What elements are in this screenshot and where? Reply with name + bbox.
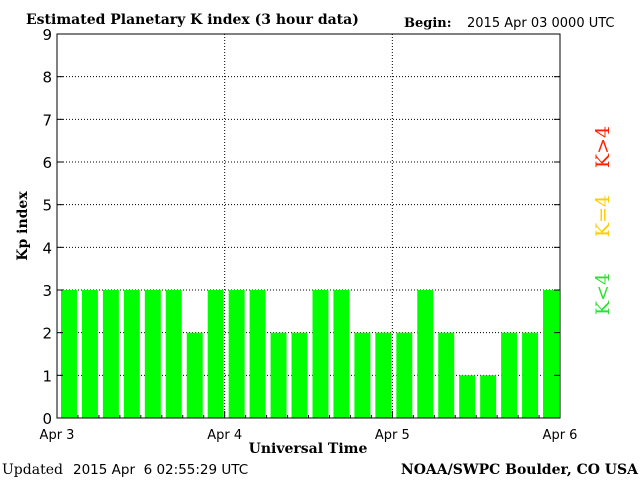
kp-bar xyxy=(144,290,161,418)
kp-bar xyxy=(459,375,476,418)
kp-bar xyxy=(207,290,224,418)
legend-entry: K<4 xyxy=(592,273,614,315)
kp-bar xyxy=(396,332,413,418)
kp-bar xyxy=(270,332,287,418)
kp-bar xyxy=(522,332,539,418)
kp-bar xyxy=(312,290,329,418)
kp-bar xyxy=(102,290,119,418)
x-tick-label: Apr 3 xyxy=(40,428,75,443)
legend: K<4 K=4 K>4 xyxy=(592,126,614,315)
y-axis-label: Kp index xyxy=(15,191,31,261)
kp-bar xyxy=(480,375,497,418)
y-tick-label: 0 xyxy=(42,410,52,428)
begin-value: 2015 Apr 03 0000 UTC xyxy=(467,16,615,31)
y-tick-label: 7 xyxy=(42,111,52,129)
begin-label: Begin: xyxy=(404,16,452,31)
x-tick-label: Apr 5 xyxy=(375,428,410,443)
grid-lines xyxy=(57,34,560,418)
kp-bar xyxy=(333,290,350,418)
y-tick-label: 9 xyxy=(42,26,52,44)
kp-bar xyxy=(417,290,434,418)
y-tick-label: 4 xyxy=(42,239,52,257)
x-tick-label: Apr 4 xyxy=(207,428,242,443)
kp-bar xyxy=(543,290,559,418)
updated-value: 2015 Apr 6 02:55:29 UTC xyxy=(73,462,248,478)
legend-entry: K=4 xyxy=(592,195,614,237)
kp-bar xyxy=(165,290,182,418)
y-tick-label: 5 xyxy=(42,197,52,215)
y-tick-label: 2 xyxy=(42,325,52,343)
y-tick-label: 3 xyxy=(42,282,52,300)
kp-bar xyxy=(501,332,518,418)
legend-entry: K>4 xyxy=(592,126,614,168)
kp-bar xyxy=(228,290,245,418)
kp-bar xyxy=(354,332,371,418)
kp-bar xyxy=(123,290,140,418)
x-axis-label: Universal Time xyxy=(249,441,368,457)
kp-bar xyxy=(186,332,203,418)
bars xyxy=(61,290,559,418)
kp-bar xyxy=(249,290,266,418)
y-tick-label: 1 xyxy=(42,367,52,385)
kp-bar xyxy=(81,290,98,418)
kp-bar xyxy=(291,332,308,418)
chart-title: Estimated Planetary K index (3 hour data… xyxy=(26,12,359,28)
kp-bar xyxy=(438,332,455,418)
y-tick-label: 8 xyxy=(42,69,52,87)
kp-bar xyxy=(61,290,77,418)
x-tick-label: Apr 6 xyxy=(543,428,578,443)
updated-label: Updated xyxy=(2,462,63,478)
credit-text: NOAA/SWPC Boulder, CO USA xyxy=(401,462,639,478)
y-tick-label: 6 xyxy=(42,154,52,172)
kp-bar xyxy=(375,332,392,418)
x-axis: Apr 3 Apr 4 Apr 5 Apr 6 xyxy=(40,411,578,443)
y-axis: 0 1 2 3 4 5 6 7 8 9 xyxy=(42,26,560,428)
